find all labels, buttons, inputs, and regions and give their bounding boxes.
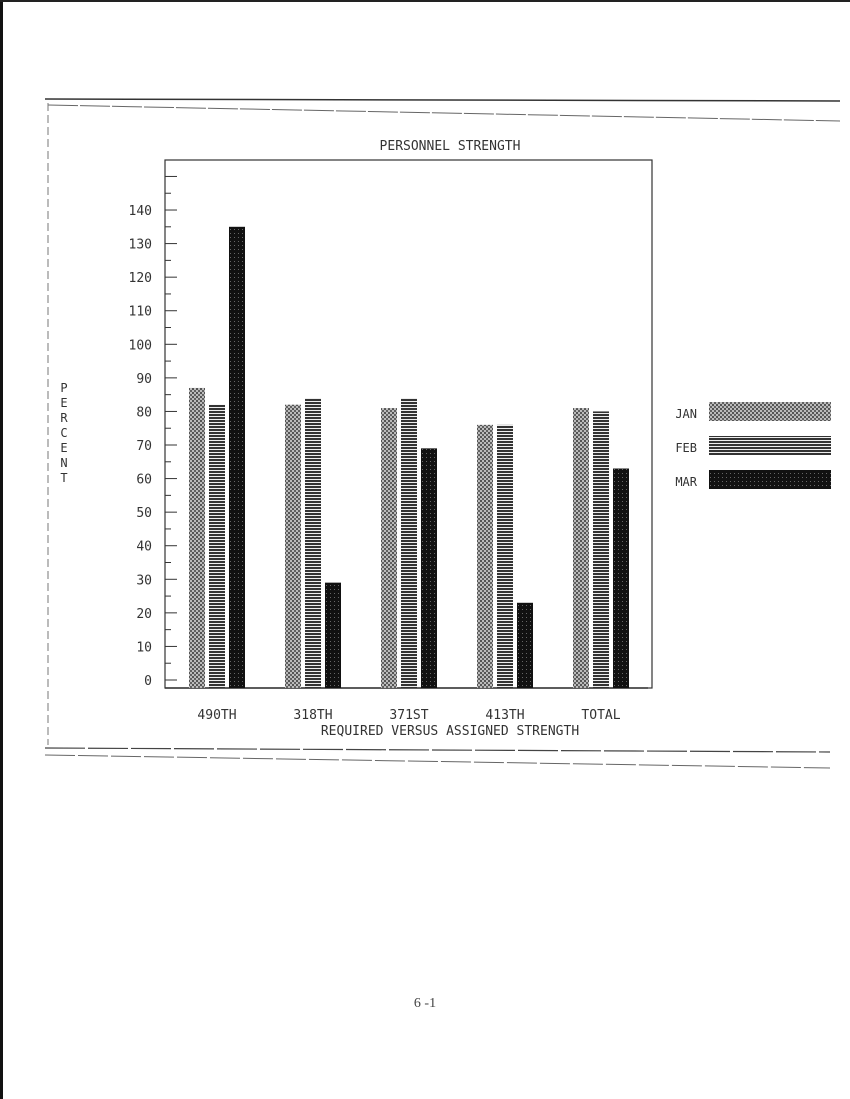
scan-edge-top (0, 0, 850, 2)
y-tick-label: 30 (136, 573, 152, 588)
bar-413th-jan (477, 424, 493, 688)
bar-490th-feb (209, 404, 225, 688)
x-axis-title: REQUIRED VERSUS ASSIGNED STRENGTH (321, 724, 579, 739)
frame-bottom-line-2 (44, 754, 831, 769)
bars (189, 226, 629, 688)
y-tick-label: 20 (136, 607, 152, 622)
y-axis-title-letter: E (60, 396, 67, 410)
y-tick-label: 50 (136, 506, 152, 521)
y-tick-label: 100 (129, 338, 152, 353)
frame-top-line (44, 98, 841, 102)
y-tick-label: 110 (129, 305, 152, 320)
y-tick-label: 10 (136, 640, 152, 655)
bar-318th-feb (305, 398, 321, 688)
bar-371st-jan (381, 408, 397, 688)
y-tick-label: 140 (129, 204, 152, 219)
x-tick-label: 371ST (389, 708, 428, 723)
y-axis-title-letter: P (60, 381, 67, 395)
y-tick-label: 120 (129, 271, 152, 286)
frame-top-line-2 (47, 104, 841, 122)
x-tick-label: TOTAL (581, 708, 620, 723)
bar-371st-mar (421, 448, 437, 688)
frame-bottom-line (44, 747, 831, 753)
scan-edge (0, 0, 3, 1099)
y-axis-title-letter: T (60, 471, 67, 485)
legend-swatch-mar (709, 470, 831, 489)
y-tick-label: 70 (136, 439, 152, 454)
legend-swatch-feb (709, 436, 831, 455)
y-tick-label: 0 (144, 674, 152, 689)
y-tick-label: 40 (136, 540, 152, 555)
legend-swatch-jan (709, 402, 831, 421)
y-tick-label: 80 (136, 405, 152, 420)
bar-total-feb (593, 411, 609, 688)
bar-371st-feb (401, 398, 417, 688)
y-tick-label: 90 (136, 372, 152, 387)
bar-318th-mar (325, 582, 341, 688)
bar-490th-mar (229, 226, 245, 688)
y-axis-title-letter: E (60, 441, 67, 455)
y-axis-title-letter: C (60, 426, 67, 440)
x-tick-label: 490TH (197, 708, 236, 723)
bar-total-mar (613, 468, 629, 688)
legend-label: MAR (675, 475, 697, 489)
bar-490th-jan (189, 387, 205, 688)
chart-title: PERSONNEL STRENGTH (380, 139, 521, 154)
bar-413th-mar (517, 602, 533, 688)
x-tick-label: 318TH (293, 708, 332, 723)
bar-318th-jan (285, 404, 301, 688)
bar-413th-feb (497, 424, 513, 688)
legend: JAN FEB MAR (675, 402, 831, 489)
y-tick-label: 130 (129, 238, 152, 253)
x-tick-label: 413TH (485, 708, 524, 723)
legend-label: FEB (675, 441, 697, 455)
y-axis-title-letter: R (60, 411, 68, 425)
page-number: 6 -1 (413, 996, 437, 1011)
y-tick-label: 60 (136, 473, 152, 488)
bar-total-jan (573, 408, 589, 688)
legend-label: JAN (675, 407, 697, 421)
y-axis-title-letter: N (60, 456, 67, 470)
x-axis-labels: 490TH 318TH 371ST 413TH TOTAL (197, 708, 620, 723)
